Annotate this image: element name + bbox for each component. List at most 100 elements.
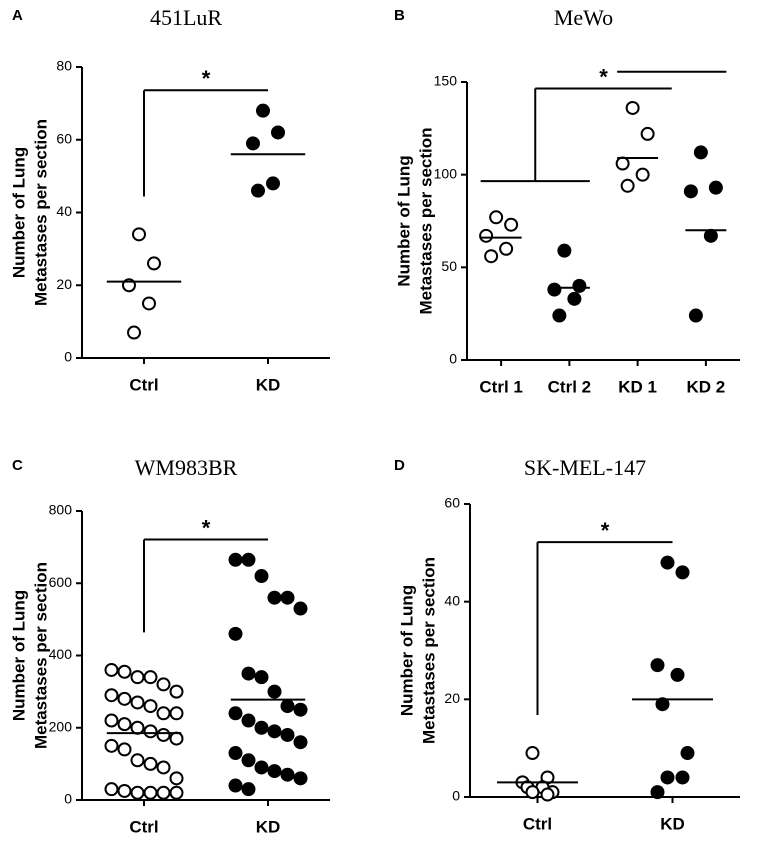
data-point — [254, 569, 269, 584]
data-point — [525, 785, 540, 800]
data-point — [670, 667, 685, 682]
data-point — [293, 702, 308, 717]
y-tick-label: 60 — [444, 495, 460, 511]
data-point — [572, 278, 587, 293]
data-point — [625, 100, 640, 115]
data-point — [117, 717, 132, 732]
y-axis-label: Number of Lung — [9, 147, 28, 278]
data-point — [132, 227, 146, 242]
data-point — [280, 727, 295, 742]
data-point — [267, 684, 282, 699]
data-point — [293, 735, 308, 750]
data-point — [156, 706, 171, 721]
data-point — [117, 691, 132, 706]
data-point — [267, 764, 282, 779]
data-point — [130, 670, 145, 685]
y-tick-label: 20 — [444, 690, 460, 706]
data-point — [143, 756, 158, 771]
panel-letter: D — [394, 457, 405, 474]
data-point — [142, 296, 156, 311]
data-point — [484, 249, 499, 264]
data-point — [479, 228, 494, 243]
x-tick-label: Ctrl — [129, 375, 158, 394]
data-point — [540, 787, 555, 802]
data-point — [675, 770, 690, 785]
data-point — [130, 785, 145, 800]
y-tick-label: 0 — [452, 788, 460, 804]
data-point — [525, 746, 540, 761]
data-point — [147, 256, 161, 271]
y-axis-label: Metastases per section — [416, 127, 435, 314]
data-point — [117, 783, 132, 798]
data-point — [127, 325, 141, 340]
data-point — [104, 688, 119, 703]
data-point — [547, 282, 562, 297]
y-tick-label: 60 — [56, 130, 72, 146]
data-point — [104, 713, 119, 728]
data-point — [169, 706, 184, 721]
chart-title: 451LuR — [150, 5, 222, 30]
data-point — [680, 746, 695, 761]
data-point — [143, 699, 158, 714]
data-point — [228, 706, 243, 721]
data-point — [635, 167, 650, 182]
data-point — [499, 241, 514, 256]
significance-label: * — [202, 515, 211, 540]
x-tick-label: Ctrl — [523, 814, 552, 833]
data-point — [169, 731, 184, 746]
data-point — [130, 695, 145, 710]
data-point — [489, 210, 504, 225]
y-axis-label: Metastases per section — [31, 119, 50, 306]
x-tick-label: KD — [256, 817, 281, 836]
y-axis-label: Metastases per section — [31, 562, 50, 749]
data-point — [254, 760, 269, 775]
data-point — [293, 771, 308, 786]
y-tick-label: 150 — [434, 73, 458, 89]
y-tick-label: 800 — [49, 502, 73, 518]
data-point — [143, 785, 158, 800]
y-axis-label: Number of Lung — [397, 585, 416, 716]
data-point — [117, 742, 132, 757]
data-point — [254, 720, 269, 735]
data-point — [650, 785, 665, 800]
data-point — [703, 228, 718, 243]
x-tick-label: KD 2 — [687, 377, 726, 396]
y-tick-label: 50 — [441, 258, 457, 274]
data-point — [254, 670, 269, 685]
data-point — [708, 180, 723, 195]
data-point — [655, 697, 670, 712]
data-point — [557, 243, 572, 258]
x-tick-label: KD 1 — [618, 377, 657, 396]
panel-letter: A — [12, 7, 23, 24]
data-point — [280, 699, 295, 714]
y-tick-label: 40 — [444, 592, 460, 608]
data-point — [683, 184, 698, 199]
significance-label: * — [202, 66, 211, 91]
panel-letter: C — [12, 457, 23, 474]
y-tick-label: 0 — [449, 351, 457, 367]
data-point — [228, 552, 243, 567]
data-point — [104, 782, 119, 797]
data-point — [256, 103, 270, 118]
data-point — [660, 770, 675, 785]
data-point — [241, 713, 256, 728]
data-point — [271, 125, 285, 140]
data-point — [650, 658, 665, 673]
chart-title: SK-MEL-147 — [524, 455, 646, 480]
data-point — [267, 590, 282, 605]
y-tick-label: 400 — [49, 646, 73, 662]
data-point — [660, 555, 675, 570]
data-point — [104, 738, 119, 753]
data-point — [117, 664, 132, 679]
y-tick-label: 200 — [49, 718, 73, 734]
data-point — [228, 746, 243, 761]
y-tick-label: 80 — [56, 58, 72, 74]
data-point — [156, 785, 171, 800]
data-point — [228, 778, 243, 793]
data-point — [246, 136, 260, 151]
y-axis-label: Number of Lung — [9, 590, 28, 721]
data-point — [280, 590, 295, 605]
data-point — [104, 662, 119, 677]
data-point — [241, 666, 256, 681]
y-tick-label: 100 — [434, 165, 458, 181]
